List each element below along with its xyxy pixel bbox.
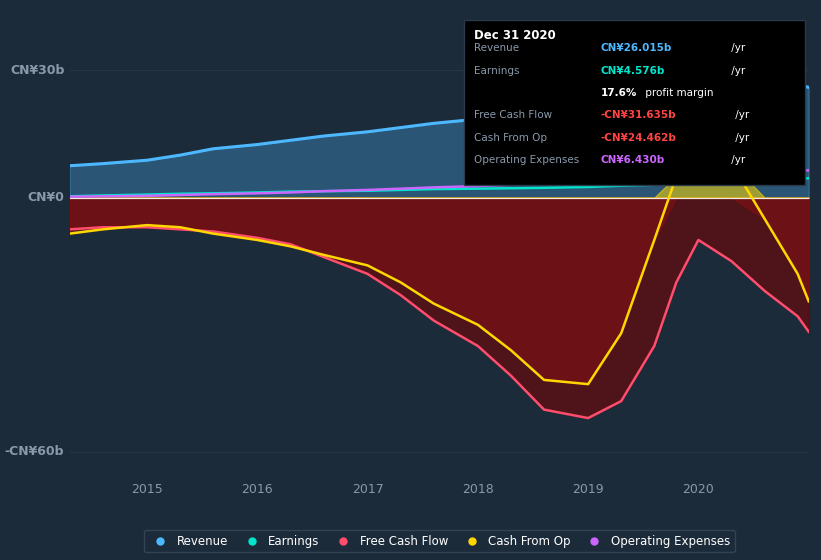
Text: Free Cash Flow: Free Cash Flow bbox=[474, 110, 552, 120]
Text: CN¥30b: CN¥30b bbox=[10, 64, 64, 77]
Text: /yr: /yr bbox=[732, 110, 750, 120]
Text: Dec 31 2020: Dec 31 2020 bbox=[474, 29, 556, 41]
Text: /yr: /yr bbox=[732, 133, 750, 143]
Text: /yr: /yr bbox=[728, 66, 745, 76]
Text: /yr: /yr bbox=[728, 43, 745, 53]
Text: profit margin: profit margin bbox=[642, 88, 713, 98]
Text: -CN¥60b: -CN¥60b bbox=[5, 446, 64, 459]
Text: -CN¥24.462b: -CN¥24.462b bbox=[601, 133, 677, 143]
Text: Revenue: Revenue bbox=[474, 43, 519, 53]
Text: CN¥26.015b: CN¥26.015b bbox=[601, 43, 672, 53]
Text: Cash From Op: Cash From Op bbox=[474, 133, 547, 143]
Text: Operating Expenses: Operating Expenses bbox=[474, 155, 579, 165]
Text: Earnings: Earnings bbox=[474, 66, 519, 76]
Text: -CN¥31.635b: -CN¥31.635b bbox=[601, 110, 677, 120]
Text: CN¥4.576b: CN¥4.576b bbox=[601, 66, 665, 76]
Text: CN¥6.430b: CN¥6.430b bbox=[601, 155, 665, 165]
Text: /yr: /yr bbox=[728, 155, 745, 165]
Text: CN¥0: CN¥0 bbox=[27, 191, 64, 204]
Legend: Revenue, Earnings, Free Cash Flow, Cash From Op, Operating Expenses: Revenue, Earnings, Free Cash Flow, Cash … bbox=[144, 530, 735, 553]
Text: 17.6%: 17.6% bbox=[601, 88, 637, 98]
